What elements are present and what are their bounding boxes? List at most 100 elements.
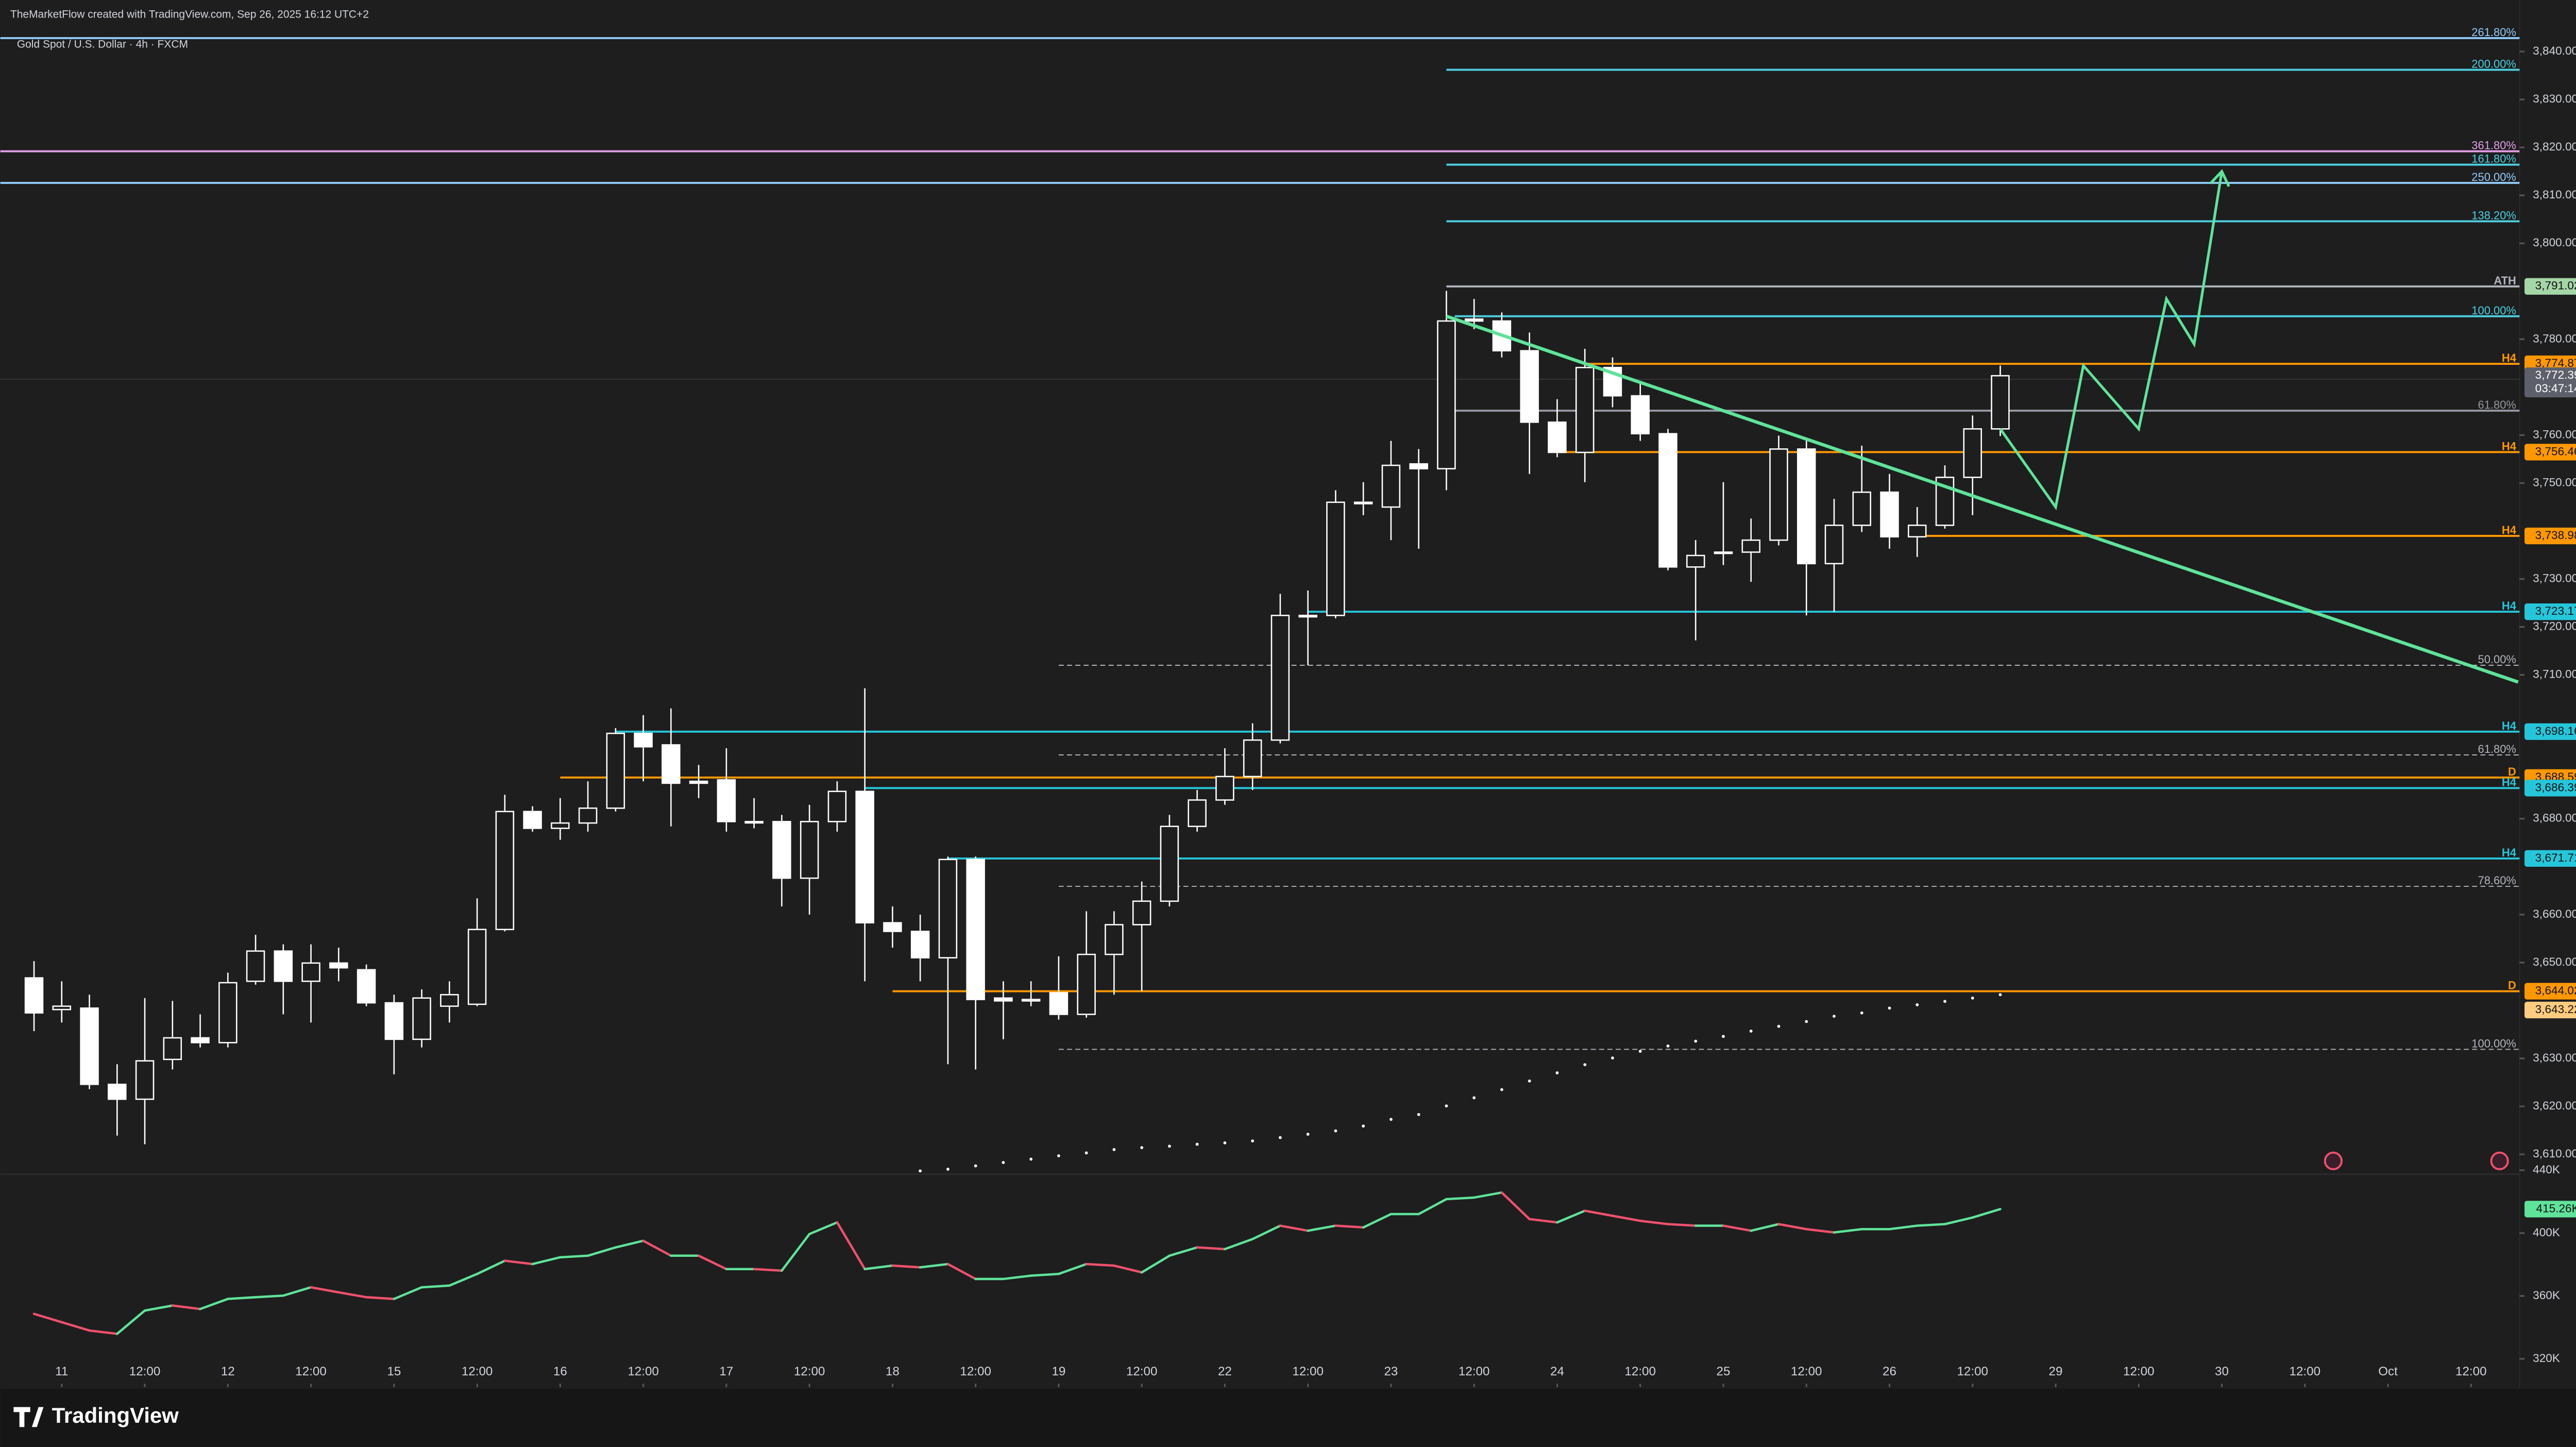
candle-body (1409, 463, 1428, 469)
indicator-segment (199, 1298, 229, 1310)
level-label: H4 (2502, 524, 2517, 536)
indicator-dot (1916, 1003, 1919, 1006)
candle-body (52, 1005, 72, 1011)
candle-body (384, 1002, 404, 1040)
event-flag (2324, 1151, 2343, 1170)
indicator-segment (1196, 1246, 1226, 1251)
indicator-segment (1750, 1223, 1780, 1232)
indicator-segment (1472, 1191, 1503, 1199)
level-label: 200.00% (2471, 57, 2516, 70)
candle-body (274, 950, 293, 982)
indicator-dot (1112, 1148, 1116, 1151)
indicator-dot (1860, 1011, 1863, 1015)
price-tag-label: 3,644.02 (2535, 984, 2576, 997)
price-tag (2524, 723, 2576, 740)
indicator-tick-label: 360K (2533, 1289, 2560, 1302)
price-tag (2524, 278, 2576, 295)
level-label: ATH (2494, 274, 2516, 287)
candle-body (1741, 539, 1760, 553)
countdown-label: 03:47:14 (2535, 382, 2576, 395)
candle-body (218, 982, 238, 1044)
candle-body (1326, 501, 1345, 616)
candle-body (1824, 525, 1844, 565)
price-tag (2524, 780, 2576, 797)
indicator-segment (891, 1264, 922, 1269)
level-label: H4 (2502, 599, 2517, 612)
candle-body (1880, 491, 1899, 537)
candle-body (1188, 799, 1207, 827)
indicator-segment (808, 1221, 839, 1235)
indicator-dot (1749, 1030, 1753, 1033)
indicator-dot (1666, 1044, 1670, 1048)
price-tag-label: 3,643.22 (2535, 1003, 2576, 1016)
y-tick-label: 3,750.00 (2533, 476, 2576, 489)
candle-body (855, 790, 874, 923)
x-tick-label: 12:00 (1624, 1365, 1656, 1378)
level-label: 361.80% (2471, 139, 2516, 152)
candle-body (440, 994, 459, 1007)
candle-body (135, 1060, 155, 1100)
footer-band (0, 1389, 2576, 1447)
indicator-tick-label: 320K (2533, 1352, 2560, 1365)
indicator-segment (697, 1254, 728, 1270)
indicator-segment (1251, 1224, 1282, 1240)
indicator-segment (1362, 1213, 1393, 1229)
indicator-dot (1251, 1139, 1255, 1142)
candle-body (329, 962, 348, 969)
x-tick-label: 12:00 (295, 1365, 327, 1378)
y-tick-label: 3,650.00 (2533, 955, 2576, 968)
candle-body (1658, 433, 1677, 568)
indicator-segment (1113, 1264, 1143, 1274)
price-tag-label: 3,791.02 (2535, 279, 2576, 292)
candle-body (1381, 464, 1401, 508)
indicator-dot (1472, 1096, 1476, 1100)
candle-body (1548, 421, 1567, 453)
candle-body (1908, 525, 1927, 537)
level-label: 61.80% (2478, 398, 2516, 411)
indicator-dot (1168, 1145, 1171, 1148)
indicator-segment (1417, 1198, 1448, 1216)
candle-body (1270, 614, 1290, 741)
level-label: 61.80% (2478, 743, 2516, 755)
brand-logo (13, 1407, 44, 1427)
indicator-segment (60, 1321, 91, 1332)
candle-body (80, 1007, 99, 1085)
indicator-segment (1029, 1272, 1060, 1277)
x-tick-label: 12:00 (794, 1365, 825, 1378)
indicator-segment (559, 1254, 589, 1259)
y-tick-label: 3,810.00 (2533, 188, 2576, 201)
candle-body (1797, 448, 1816, 565)
level-label: 100.00% (2471, 304, 2516, 317)
candle-body (827, 790, 847, 822)
candle-body (108, 1083, 127, 1100)
x-tick-label: 11 (55, 1365, 68, 1378)
level-label: H4 (2502, 776, 2517, 788)
price-tag-label: 3,698.16 (2535, 725, 2576, 737)
indicator-tag (2524, 1201, 2576, 1218)
level-label: 78.60% (2478, 874, 2516, 887)
indicator-dot (1029, 1157, 1033, 1161)
x-tick-label: 12:00 (1292, 1365, 1324, 1378)
price-tag (2524, 444, 2576, 461)
y-tick-label: 3,710.00 (2533, 668, 2576, 681)
event-flag (2490, 1151, 2509, 1170)
indicator-dot (946, 1168, 950, 1171)
indicator-segment (1140, 1254, 1171, 1274)
brand-name: TradingView (52, 1403, 179, 1427)
indicator-segment (946, 1263, 977, 1281)
indicator-segment (365, 1296, 396, 1300)
indicator-segment (476, 1259, 506, 1275)
indicator-segment (116, 1309, 146, 1335)
indicator-dot (1611, 1056, 1614, 1059)
y-tick-label: 3,830.00 (2533, 92, 2576, 105)
level-label: D (2508, 979, 2516, 992)
candle-body (467, 929, 487, 1005)
indicator-segment (1916, 1223, 1946, 1227)
indicator-segment (1583, 1209, 1614, 1217)
indicator-segment (642, 1239, 672, 1257)
candle-body (1437, 320, 1456, 469)
indicator-dot (1057, 1154, 1060, 1157)
x-tick-label: 19 (1052, 1365, 1065, 1378)
x-tick-label: 12:00 (1126, 1365, 1158, 1378)
